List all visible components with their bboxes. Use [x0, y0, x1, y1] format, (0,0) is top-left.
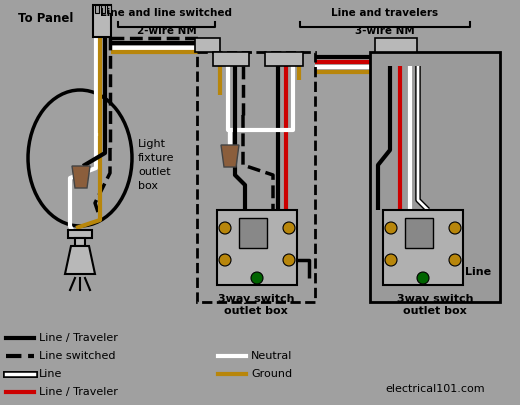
Text: Neutral: Neutral	[251, 351, 292, 361]
Bar	[375, 38, 417, 52]
Bar	[213, 52, 249, 66]
Circle shape	[219, 222, 231, 234]
Text: Line: Line	[39, 369, 62, 379]
Circle shape	[385, 222, 397, 234]
Bar	[383, 210, 463, 285]
Bar	[68, 230, 92, 238]
Text: Line: Line	[465, 267, 491, 277]
Polygon shape	[65, 246, 95, 274]
Bar	[107, 5, 111, 13]
Bar	[405, 218, 433, 248]
Bar	[197, 52, 315, 302]
Bar	[75, 238, 85, 246]
Circle shape	[449, 254, 461, 266]
Bar	[95, 5, 99, 13]
Text: electrical101.com: electrical101.com	[385, 384, 485, 394]
Bar	[93, 5, 111, 37]
Circle shape	[283, 222, 295, 234]
Circle shape	[385, 254, 397, 266]
Polygon shape	[221, 145, 239, 167]
Bar	[370, 52, 500, 302]
Text: 3-wire NM: 3-wire NM	[355, 26, 415, 36]
Circle shape	[417, 272, 429, 284]
Circle shape	[449, 222, 461, 234]
Text: 2-wire NM: 2-wire NM	[137, 26, 197, 36]
Circle shape	[283, 254, 295, 266]
Text: 3way switch
outlet box: 3way switch outlet box	[218, 294, 294, 316]
Circle shape	[251, 272, 263, 284]
Bar	[101, 5, 105, 13]
Bar	[217, 210, 297, 285]
Bar	[239, 218, 267, 248]
Bar	[265, 52, 303, 66]
Text: Light
fixture
outlet
box: Light fixture outlet box	[138, 139, 175, 191]
Text: Line switched: Line switched	[39, 351, 115, 361]
Text: Ground: Ground	[251, 369, 292, 379]
Text: Line / Traveler: Line / Traveler	[39, 387, 118, 397]
Polygon shape	[72, 166, 90, 188]
Circle shape	[219, 254, 231, 266]
Text: Line and travelers: Line and travelers	[331, 8, 438, 18]
Text: To Panel: To Panel	[18, 12, 73, 25]
Text: Line and line switched: Line and line switched	[100, 8, 232, 18]
Bar	[195, 38, 220, 52]
Text: 3way switch
outlet box: 3way switch outlet box	[397, 294, 473, 316]
Text: Line / Traveler: Line / Traveler	[39, 333, 118, 343]
